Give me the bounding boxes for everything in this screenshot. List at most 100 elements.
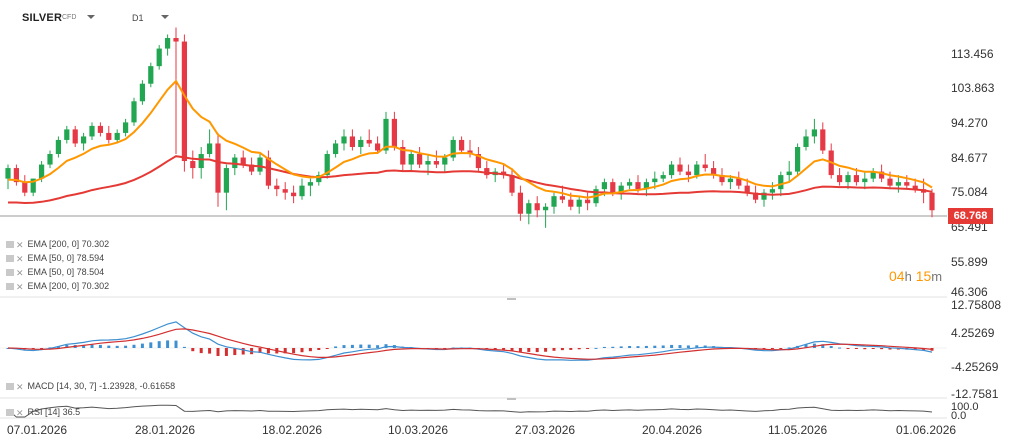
macd-histogram-bar [527, 348, 531, 352]
macd-tick: -4.25269 [951, 360, 999, 374]
candle-body [80, 136, 87, 144]
candle-body [794, 146, 801, 172]
candle-body [786, 171, 792, 176]
timeframe-dropdown-icon[interactable] [161, 15, 169, 19]
candle-body [895, 182, 902, 186]
rsi-tick: 0.0 [951, 410, 966, 422]
macd-histogram-bar [854, 348, 858, 349]
candle-body [408, 154, 414, 165]
candle-body [97, 125, 104, 133]
indicator-legend-ema50[interactable]: ✕ EMA [50, 0] 78.594 [6, 253, 104, 264]
ema200-line [8, 155, 933, 205]
close-icon[interactable]: ✕ [16, 267, 24, 278]
macd-histogram-bar [258, 348, 262, 354]
macd-histogram-bar [132, 344, 136, 348]
date-tick: 11.05.2026 [768, 423, 827, 437]
candle-body [442, 157, 448, 165]
close-icon[interactable]: ✕ [16, 281, 24, 292]
macd-histogram-bar [199, 348, 203, 354]
candle-body [341, 136, 347, 144]
macd-histogram-bar [48, 347, 52, 349]
eye-icon[interactable] [6, 241, 14, 249]
macd-histogram-bar [762, 348, 766, 350]
indicator-legend-ema200[interactable]: ✕ EMA [200, 0] 70.302 [6, 281, 109, 292]
candle-body [55, 139, 62, 155]
candlestick-series [5, 27, 935, 228]
candle-body [358, 139, 364, 147]
indicator-legend-ema50[interactable]: ✕ EMA [50, 0] 78.504 [6, 267, 104, 278]
symbol-type: CFD [62, 14, 77, 21]
close-icon[interactable]: ✕ [16, 381, 24, 392]
eye-icon[interactable] [6, 409, 14, 417]
candle-body [862, 178, 868, 183]
symbol-dropdown-icon[interactable] [87, 15, 95, 19]
candle-body [526, 203, 532, 214]
candle-body [190, 161, 196, 169]
panel-resize-handle[interactable] [507, 298, 516, 300]
macd-histogram-bar [376, 345, 380, 348]
macd-histogram-bar [678, 345, 682, 348]
macd-histogram-bar [695, 345, 699, 348]
candle-body [752, 192, 759, 200]
macd-histogram-bar [82, 344, 86, 348]
macd-histogram-bar [208, 348, 212, 354]
indicator-legend-macd[interactable]: ✕ MACD [14, 30, 7] -1.23928, -0.61658 [6, 381, 175, 392]
rsi-panel [7, 404, 933, 418]
indicator-legend-rsi[interactable]: ✕ RSI [14] 36.5 [6, 407, 80, 418]
candle-body [299, 185, 305, 197]
eye-icon[interactable] [6, 283, 14, 291]
macd-histogram-bar [670, 344, 674, 348]
timeframe-label[interactable]: D1 [132, 13, 144, 23]
macd-histogram-bar [308, 348, 312, 352]
price-tick: 103.863 [951, 81, 995, 95]
macd-histogram-bar [560, 348, 564, 351]
candle-body [232, 157, 238, 169]
macd-histogram-bar [544, 348, 548, 352]
candle-body [324, 154, 330, 176]
candle-body [761, 192, 767, 200]
indicator-legend-ema200[interactable]: ✕ EMA [200, 0] 70.302 [6, 239, 109, 250]
candle-body [836, 175, 843, 183]
macd-histogram-bar [224, 348, 228, 356]
macd-histogram-bar [359, 344, 363, 348]
symbol-name[interactable]: SILVER [22, 12, 63, 24]
macd-histogram-bar [611, 346, 615, 348]
candle-body [5, 168, 11, 179]
eye-icon[interactable] [6, 269, 14, 277]
countdown-minutes: 15 [915, 268, 932, 284]
date-tick: 28.01.2026 [135, 423, 195, 437]
date-tick: 18.02.2026 [262, 423, 322, 437]
candle-body [72, 129, 78, 144]
candle-body [618, 185, 624, 193]
macd-histogram-bar [149, 342, 153, 348]
candle-body [349, 136, 356, 147]
candle-body [450, 139, 456, 158]
macd-histogram-bar [98, 344, 102, 348]
close-icon[interactable]: ✕ [16, 253, 24, 264]
macd-tick: 4.25269 [951, 326, 995, 340]
macd-histogram-bar [535, 348, 539, 353]
price-tick: 84.677 [951, 151, 988, 165]
close-icon[interactable]: ✕ [16, 407, 24, 418]
panel-resize-handle[interactable] [507, 398, 516, 400]
candle-body [870, 171, 876, 179]
candle-body [139, 83, 146, 102]
macd-histogram-bar [283, 348, 287, 354]
macd-histogram-bar [569, 348, 573, 350]
eye-icon[interactable] [6, 383, 14, 391]
macd-histogram-bar [770, 348, 774, 350]
macd-histogram-bar [686, 345, 690, 348]
candle-body [89, 125, 95, 137]
candle-body [181, 41, 188, 162]
candle-body [332, 143, 339, 155]
macd-histogram-bar [174, 340, 178, 348]
eye-icon[interactable] [6, 255, 14, 263]
date-tick: 20.04.2026 [642, 423, 702, 437]
candle-body [13, 168, 20, 183]
candle-body [677, 164, 683, 172]
candle-body [458, 139, 465, 151]
candle-body [694, 164, 700, 176]
candle-body [290, 192, 297, 197]
close-icon[interactable]: ✕ [16, 239, 24, 250]
